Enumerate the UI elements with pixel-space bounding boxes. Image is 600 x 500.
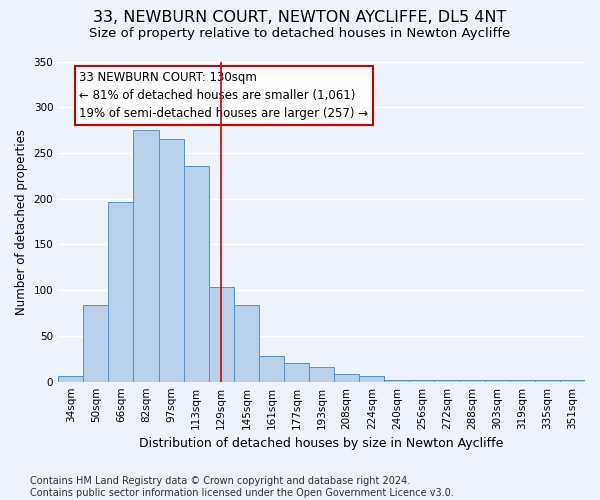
Text: Contains HM Land Registry data © Crown copyright and database right 2024.
Contai: Contains HM Land Registry data © Crown c… xyxy=(30,476,454,498)
Bar xyxy=(184,166,209,382)
Text: 33, NEWBURN COURT, NEWTON AYCLIFFE, DL5 4NT: 33, NEWBURN COURT, NEWTON AYCLIFFE, DL5 … xyxy=(94,10,506,25)
Bar xyxy=(109,202,133,382)
Bar xyxy=(434,380,460,382)
Bar xyxy=(460,380,485,382)
Bar xyxy=(309,367,334,382)
Bar xyxy=(133,130,158,382)
Bar xyxy=(58,376,83,382)
Bar xyxy=(158,140,184,382)
Bar xyxy=(535,380,560,382)
Bar xyxy=(259,356,284,382)
Text: 33 NEWBURN COURT: 130sqm
← 81% of detached houses are smaller (1,061)
19% of sem: 33 NEWBURN COURT: 130sqm ← 81% of detach… xyxy=(79,71,368,120)
Bar xyxy=(485,380,510,382)
Bar xyxy=(510,380,535,382)
Bar xyxy=(83,305,109,382)
X-axis label: Distribution of detached houses by size in Newton Aycliffe: Distribution of detached houses by size … xyxy=(139,437,504,450)
Bar xyxy=(284,364,309,382)
Bar xyxy=(334,374,359,382)
Text: Size of property relative to detached houses in Newton Aycliffe: Size of property relative to detached ho… xyxy=(89,28,511,40)
Bar xyxy=(409,380,434,382)
Bar xyxy=(359,376,385,382)
Bar xyxy=(560,380,585,382)
Bar xyxy=(385,380,409,382)
Y-axis label: Number of detached properties: Number of detached properties xyxy=(15,128,28,314)
Bar xyxy=(234,305,259,382)
Bar xyxy=(209,286,234,382)
